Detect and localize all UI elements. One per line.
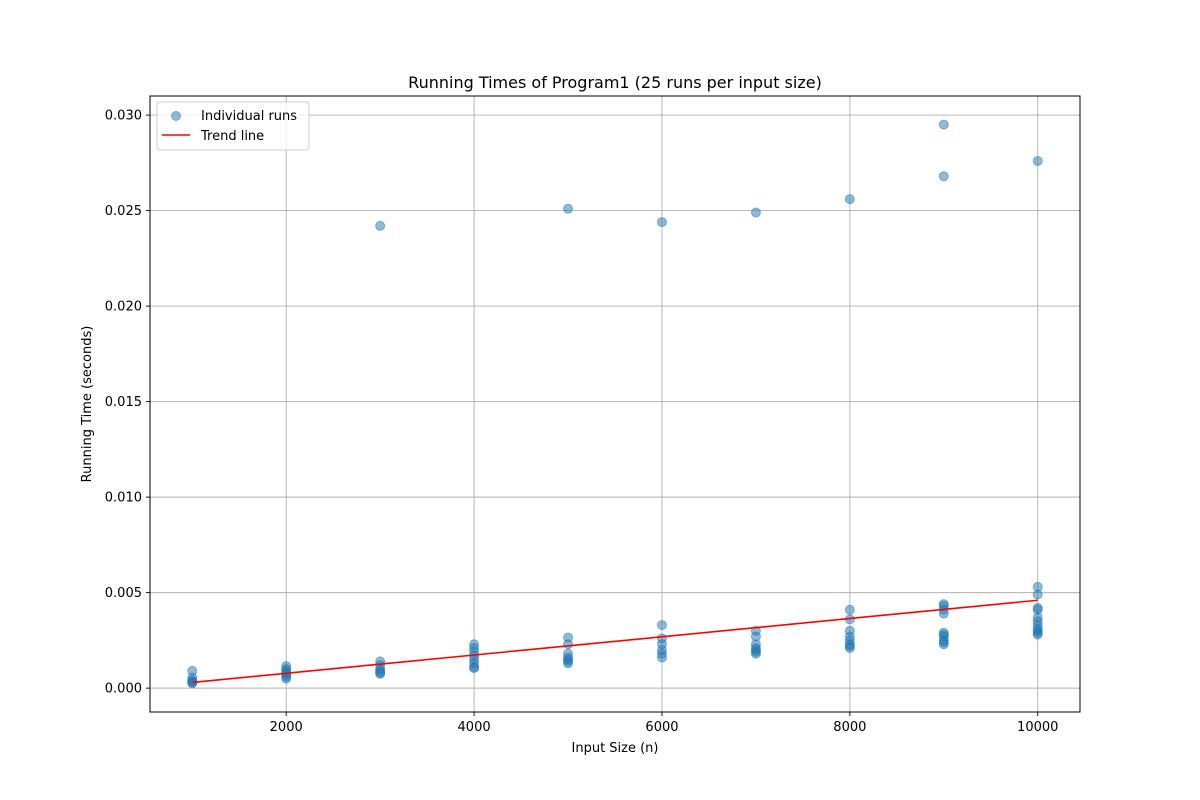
data-point bbox=[563, 203, 574, 214]
y-tick-label: 0.010 bbox=[105, 491, 142, 506]
legend-box bbox=[156, 101, 310, 151]
data-point bbox=[750, 648, 761, 659]
data-point bbox=[750, 207, 761, 218]
x-tick-label: 8000 bbox=[833, 720, 866, 735]
data-point bbox=[844, 194, 855, 205]
legend: Individual runs Trend line bbox=[156, 101, 310, 151]
legend-label-individual-runs: Individual runs bbox=[201, 109, 297, 124]
y-tick-label: 0.030 bbox=[105, 109, 142, 124]
y-tick-label: 0.015 bbox=[105, 395, 142, 410]
data-point bbox=[469, 663, 480, 674]
data-point bbox=[375, 668, 386, 679]
plot-area-frame bbox=[149, 95, 1081, 713]
data-point bbox=[656, 620, 667, 631]
legend-scatter-marker bbox=[171, 111, 181, 121]
data-points bbox=[187, 119, 1043, 689]
grid bbox=[150, 96, 1080, 712]
y-tick-label: 0.005 bbox=[105, 586, 142, 601]
y-tick-label: 0.025 bbox=[105, 204, 142, 219]
x-tick-label: 2000 bbox=[270, 720, 303, 735]
data-point bbox=[656, 217, 667, 228]
data-point bbox=[563, 658, 574, 669]
data-point bbox=[187, 678, 198, 689]
y-tick-label: 0.000 bbox=[105, 682, 142, 697]
data-point bbox=[1032, 155, 1043, 166]
data-point bbox=[1032, 629, 1043, 640]
x-tick-label: 6000 bbox=[645, 720, 678, 735]
data-point bbox=[1032, 589, 1043, 600]
data-point bbox=[563, 639, 574, 650]
chart-title: Running Times of Program1 (25 runs per i… bbox=[408, 73, 822, 92]
x-axis-ticks: 2000 4000 6000 8000 10000 bbox=[270, 712, 1058, 735]
data-point bbox=[938, 639, 949, 650]
y-axis-label: Running Time (seconds) bbox=[80, 326, 95, 483]
data-point bbox=[281, 673, 292, 684]
y-axis-ticks: 0.000 0.005 0.010 0.015 0.020 0.025 0.030 bbox=[105, 109, 150, 697]
data-point bbox=[375, 220, 386, 231]
trend-line bbox=[192, 599, 1038, 684]
data-point bbox=[656, 652, 667, 663]
x-axis-label: Input Size (n) bbox=[572, 741, 659, 756]
data-point bbox=[938, 119, 949, 130]
trend-line-layer bbox=[192, 599, 1038, 684]
x-tick-label: 10000 bbox=[1017, 720, 1058, 735]
y-tick-label: 0.020 bbox=[105, 300, 142, 315]
data-point bbox=[844, 643, 855, 654]
x-tick-label: 4000 bbox=[458, 720, 491, 735]
data-point bbox=[938, 171, 949, 182]
legend-label-trend-line: Trend line bbox=[200, 129, 264, 144]
data-point bbox=[844, 604, 855, 615]
